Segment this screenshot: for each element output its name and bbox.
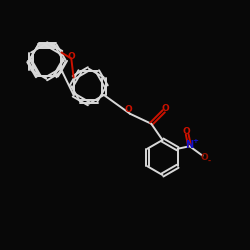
Text: O: O bbox=[182, 127, 190, 136]
Text: +: + bbox=[192, 138, 198, 144]
Text: O: O bbox=[125, 106, 132, 114]
Text: O: O bbox=[200, 153, 208, 162]
Text: O: O bbox=[161, 104, 169, 113]
Text: O: O bbox=[68, 52, 76, 60]
Text: N: N bbox=[186, 140, 194, 150]
Text: -: - bbox=[208, 157, 211, 166]
